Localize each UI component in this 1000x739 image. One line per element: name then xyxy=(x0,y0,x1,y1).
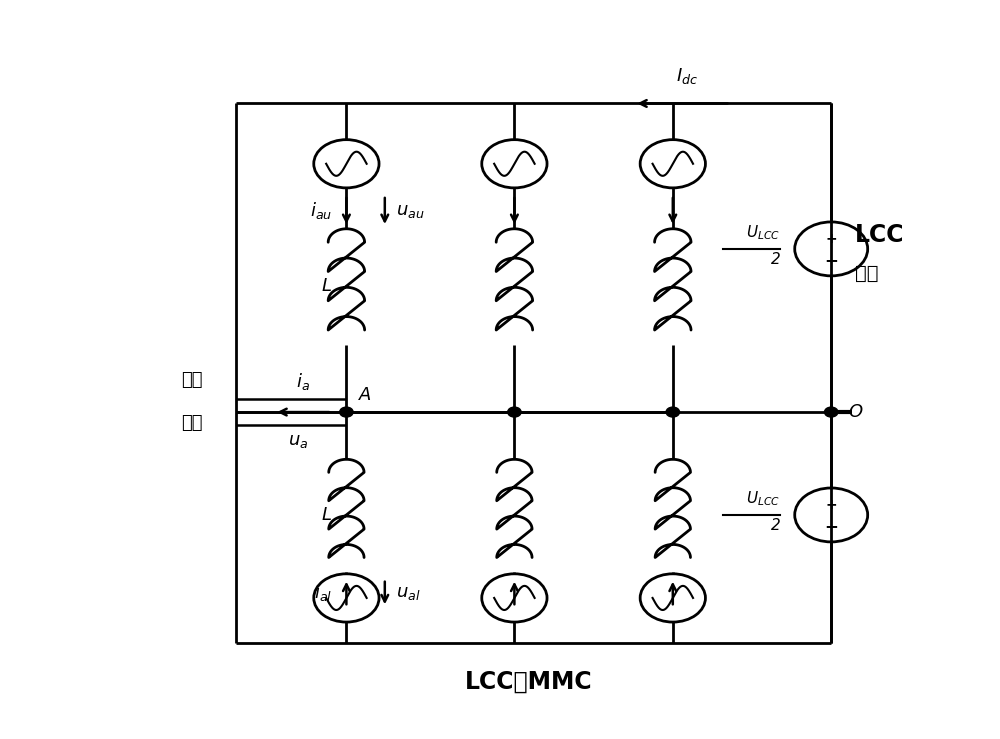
Text: 接变: 接变 xyxy=(181,371,202,389)
Circle shape xyxy=(508,407,521,417)
Text: $u_{au}$: $u_{au}$ xyxy=(396,202,425,220)
Text: $A$: $A$ xyxy=(358,386,372,403)
Text: $U_{LCC}$: $U_{LCC}$ xyxy=(746,223,780,242)
Circle shape xyxy=(666,407,680,417)
Text: 端口: 端口 xyxy=(855,265,879,283)
Circle shape xyxy=(340,407,353,417)
Text: LCC侧MMC: LCC侧MMC xyxy=(465,670,593,694)
Text: 2: 2 xyxy=(771,519,780,534)
Text: $u_{al}$: $u_{al}$ xyxy=(396,584,421,602)
Text: −: − xyxy=(824,251,838,269)
Text: −: − xyxy=(824,517,838,535)
Text: $i_{a}$: $i_{a}$ xyxy=(296,371,310,392)
Text: $L$: $L$ xyxy=(321,277,332,295)
Text: $I_{dc}$: $I_{dc}$ xyxy=(676,66,698,86)
Text: $O$: $O$ xyxy=(848,403,864,421)
Text: +: + xyxy=(825,231,837,245)
Text: 2: 2 xyxy=(771,253,780,268)
Text: LCC: LCC xyxy=(855,222,905,247)
Text: $L$: $L$ xyxy=(321,506,332,524)
Text: $i_{al}$: $i_{al}$ xyxy=(314,582,332,604)
Text: $u_{a}$: $u_{a}$ xyxy=(288,432,309,450)
Text: $U_{LCC}$: $U_{LCC}$ xyxy=(746,489,780,508)
Circle shape xyxy=(824,407,838,417)
Text: 压器: 压器 xyxy=(181,414,202,432)
Text: $i_{au}$: $i_{au}$ xyxy=(310,200,332,222)
Text: +: + xyxy=(825,497,837,511)
